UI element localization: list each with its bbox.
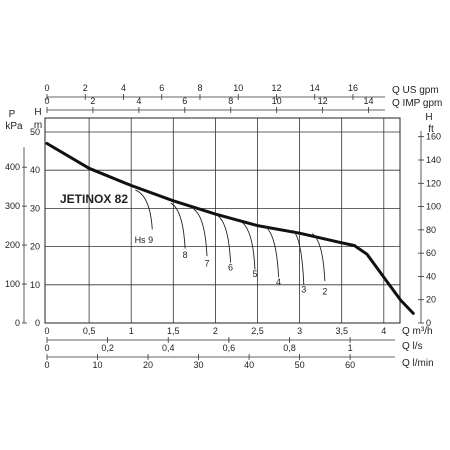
top-axis-tick-label: 10 — [233, 83, 243, 93]
y-axis-unit: m — [34, 120, 42, 131]
bottom-axis-unit: Q l/min — [402, 358, 434, 369]
hs-curve — [193, 208, 208, 257]
kpa-axis-unit: kPa — [5, 121, 23, 132]
top-axis-tick-label: 2 — [83, 83, 88, 93]
ft-tick-label: 40 — [426, 271, 436, 281]
ft-axis-unit-top: H — [425, 112, 432, 123]
hs-curve — [216, 214, 232, 263]
y-tick-label: 0 — [35, 318, 40, 328]
kpa-tick-label: 200 — [5, 240, 20, 250]
top-axis-tick-label: 4 — [136, 96, 141, 106]
top-axis-unit: Q US gpm — [392, 85, 439, 96]
x-tick-label: 0 — [44, 326, 49, 336]
hs-curve-label: Hs 9 — [135, 235, 154, 245]
kpa-tick-label: 0 — [15, 318, 20, 328]
bottom-axis-unit: Q l/s — [402, 341, 423, 352]
axes: 01020304050Hm0100200300400PkPa0204060801… — [5, 83, 442, 370]
hs-curve — [263, 225, 279, 278]
ft-axis-unit: ft — [428, 124, 434, 135]
x-tick-label: 0,5 — [83, 326, 96, 336]
bottom-axis-tick-label: 0,6 — [223, 343, 236, 353]
x-tick-label: 1,5 — [167, 326, 180, 336]
hs-curve-label: 3 — [301, 284, 306, 294]
bottom-axis-tick-label: 0 — [44, 343, 49, 353]
hs-curve-label: 2 — [322, 286, 327, 296]
y-tick-label: 30 — [30, 203, 40, 213]
ft-tick-label: 0 — [426, 318, 431, 328]
bottom-axis-tick-label: 0,8 — [283, 343, 296, 353]
ft-tick-label: 140 — [426, 155, 441, 165]
top-axis-tick-label: 10 — [272, 96, 282, 106]
bottom-axis-tick-label: 20 — [143, 360, 153, 370]
x-axis-unit: Q m³/h — [402, 326, 433, 337]
bottom-axis-tick-label: 10 — [93, 360, 103, 370]
hs-curve — [292, 229, 305, 285]
hs-curve-label: 6 — [228, 263, 233, 273]
bottom-axis-tick-label: 30 — [194, 360, 204, 370]
ft-tick-label: 60 — [426, 248, 436, 258]
x-tick-label: 3,5 — [335, 326, 348, 336]
top-axis-tick-label: 4 — [121, 83, 126, 93]
main-performance-curve — [45, 142, 415, 315]
top-axis-tick-label: 8 — [197, 83, 202, 93]
top-axis-tick-label: 0 — [44, 96, 49, 106]
y-tick-label: 50 — [30, 127, 40, 137]
hs-curve — [240, 221, 256, 270]
kpa-tick-label: 300 — [5, 201, 20, 211]
bottom-axis-tick-label: 60 — [345, 360, 355, 370]
top-axis-tick-label: 16 — [348, 83, 358, 93]
ft-tick-label: 160 — [426, 132, 441, 142]
ft-tick-label: 80 — [426, 225, 436, 235]
hs-curve-label: 7 — [204, 258, 209, 268]
grid-lines — [45, 118, 400, 323]
y-tick-label: 10 — [30, 280, 40, 290]
x-tick-label: 3 — [297, 326, 302, 336]
hs-curve-label: 5 — [252, 269, 257, 279]
top-axis-tick-label: 6 — [182, 96, 187, 106]
hs-curve — [135, 189, 153, 230]
performance-curves: Hs 9 8 7 6 5 4 3 2 — [45, 142, 415, 315]
y-axis-unit-top: H — [34, 107, 41, 118]
y-tick-label: 40 — [30, 165, 40, 175]
x-tick-label: 2 — [213, 326, 218, 336]
top-axis-tick-label: 2 — [90, 96, 95, 106]
x-tick-label: 1 — [129, 326, 134, 336]
top-axis-tick-label: 14 — [310, 83, 320, 93]
hs-curve-label: 4 — [276, 277, 281, 287]
top-axis-tick-label: 12 — [271, 83, 281, 93]
top-axis-tick-label: 6 — [159, 83, 164, 93]
bottom-axis-tick-label: 0 — [44, 360, 49, 370]
bottom-axis-tick-label: 1 — [348, 343, 353, 353]
top-axis-tick-label: 12 — [318, 96, 328, 106]
kpa-tick-label: 100 — [5, 279, 20, 289]
top-axis-tick-label: 0 — [44, 83, 49, 93]
x-tick-label: 2,5 — [251, 326, 264, 336]
ft-tick-label: 20 — [426, 295, 436, 305]
hs-curve — [311, 233, 326, 282]
x-tick-label: 4 — [381, 326, 386, 336]
top-axis-tick-label: 8 — [228, 96, 233, 106]
ft-tick-label: 100 — [426, 202, 441, 212]
kpa-axis-unit-top: P — [9, 109, 16, 120]
bottom-axis-tick-label: 50 — [295, 360, 305, 370]
hs-curve-label: 8 — [183, 250, 188, 260]
y-tick-label: 20 — [30, 242, 40, 252]
chart-title: JETINOX 82 — [60, 192, 128, 206]
bottom-axis-tick-label: 0,2 — [101, 343, 114, 353]
hs-curve — [170, 202, 186, 249]
bottom-axis-tick-label: 0,4 — [162, 343, 175, 353]
top-axis-tick-label: 14 — [364, 96, 374, 106]
ft-tick-label: 120 — [426, 178, 441, 188]
top-axis-unit: Q IMP gpm — [392, 98, 442, 109]
bottom-axis-tick-label: 40 — [244, 360, 254, 370]
kpa-tick-label: 400 — [5, 162, 20, 172]
